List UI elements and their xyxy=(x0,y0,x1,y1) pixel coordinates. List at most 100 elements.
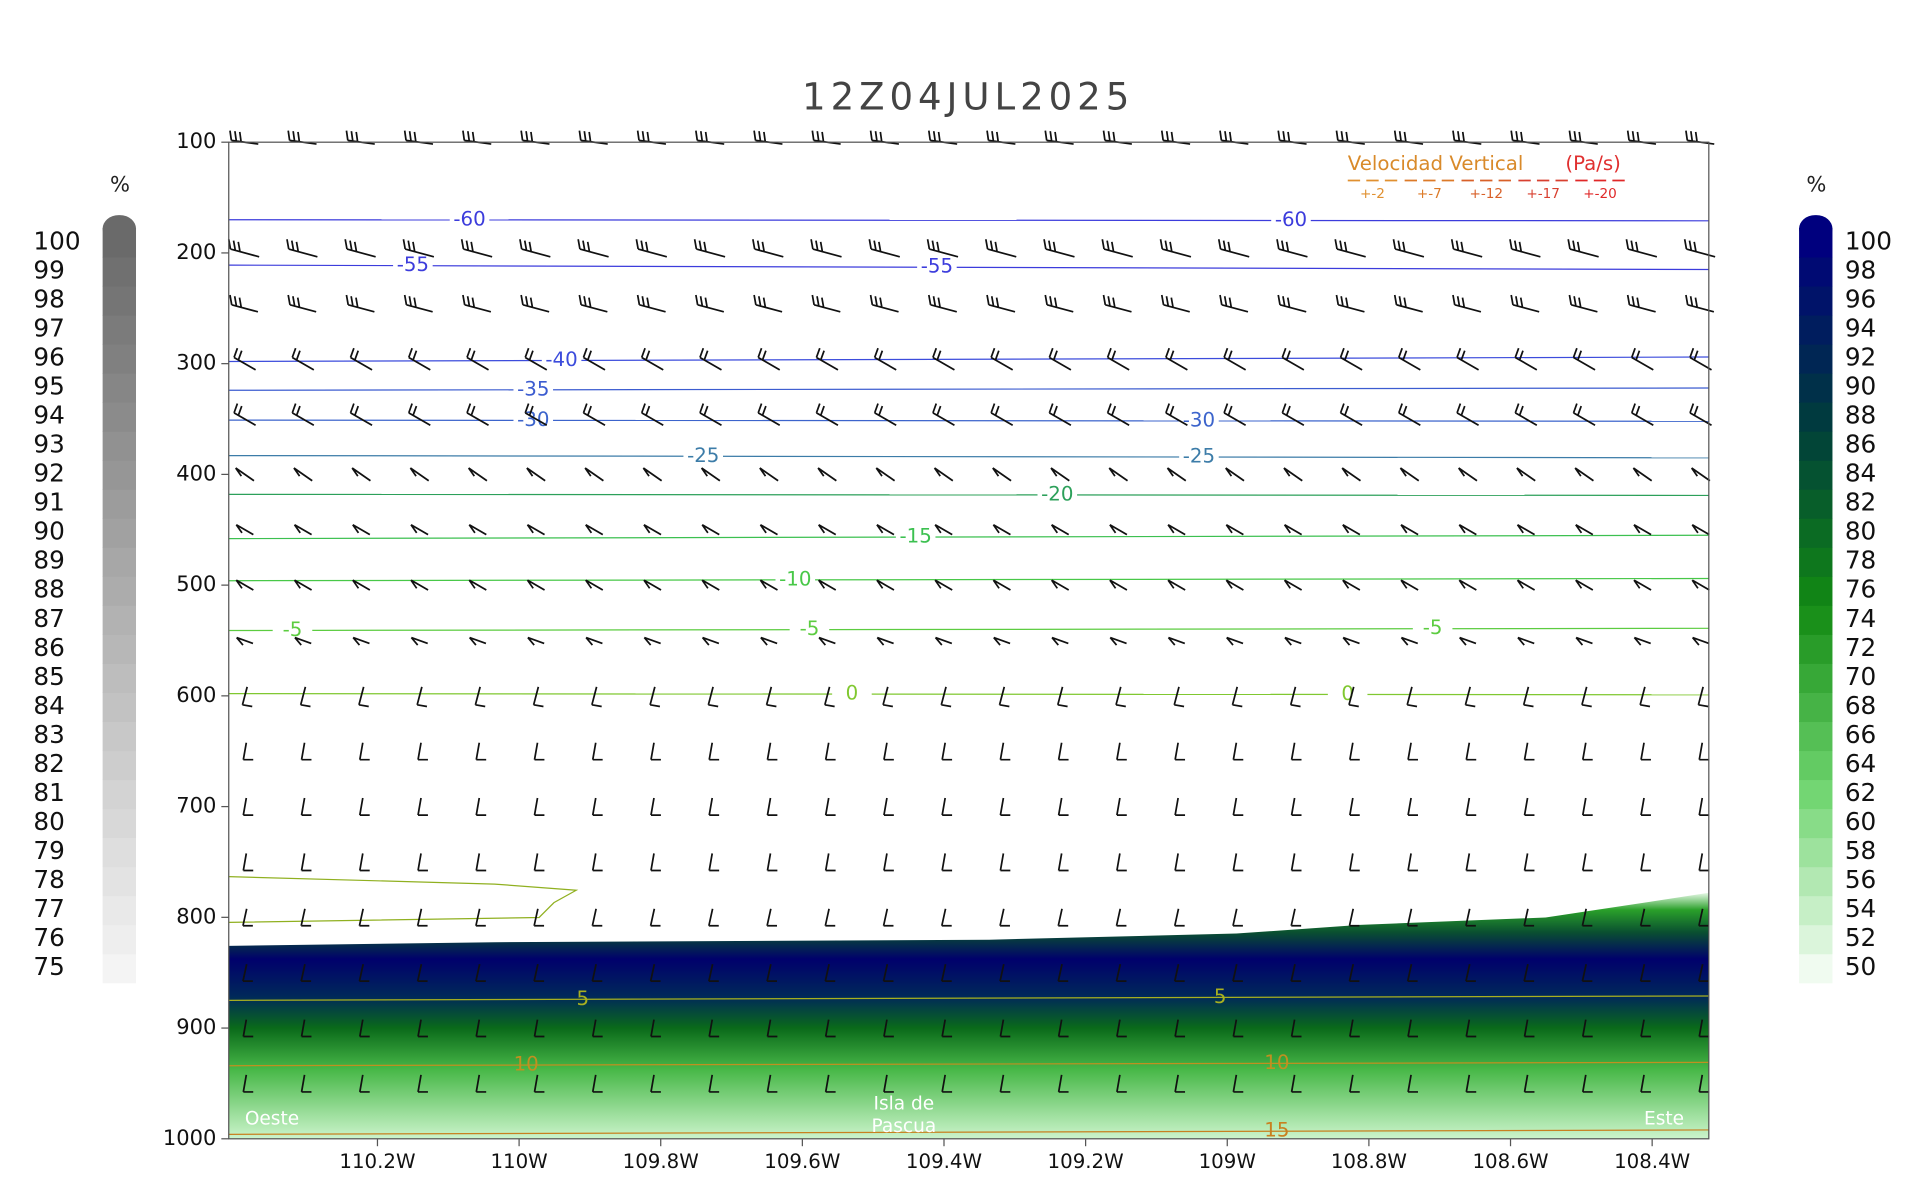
x-tick-label: 109.8W xyxy=(623,1150,699,1173)
contour-label: -25 xyxy=(1183,445,1215,468)
contour-label: -35 xyxy=(517,377,549,400)
colorbar-segment xyxy=(1799,663,1833,693)
legend-title: Velocidad Vertical xyxy=(1348,152,1524,175)
wind-barb xyxy=(1698,1074,1710,1093)
wind-barb xyxy=(1342,579,1361,591)
y-tick-label: 700 xyxy=(176,793,216,818)
wind-barb xyxy=(1581,1074,1593,1093)
colorbar-tick-label: 100 xyxy=(33,226,80,255)
wind-barb xyxy=(1349,797,1360,816)
wind-barb xyxy=(358,797,370,816)
wind-barb xyxy=(1575,636,1593,646)
wind-barb xyxy=(817,579,837,591)
wind-barb xyxy=(700,467,721,482)
wind-barb xyxy=(815,347,839,371)
wind-barb xyxy=(410,579,429,591)
wind-barb xyxy=(1051,636,1069,646)
wind-barb xyxy=(591,964,603,983)
wind-barb xyxy=(643,579,662,591)
wind-barb xyxy=(1698,742,1710,761)
wind-barb xyxy=(695,294,725,313)
wind-barb xyxy=(349,347,373,371)
wind-barb xyxy=(1458,636,1477,646)
colorbar-segment xyxy=(102,518,137,548)
wind-barb xyxy=(1698,853,1710,872)
wind-barb xyxy=(642,467,663,482)
wind-barb xyxy=(941,797,953,816)
colorbar-segment xyxy=(1799,692,1833,723)
colorbar-segment xyxy=(102,924,137,955)
wind-barb xyxy=(1277,294,1307,313)
wind-barb xyxy=(1174,853,1186,872)
colorbar-segment xyxy=(1799,576,1833,606)
wind-barb xyxy=(1640,742,1651,761)
wind-barb xyxy=(1342,524,1361,536)
colorbar-tick-label: 84 xyxy=(33,691,64,720)
colorbar-tick-label: 96 xyxy=(33,342,64,371)
y-tick-label: 500 xyxy=(176,571,216,596)
wind-barb xyxy=(1226,636,1244,646)
wind-barb xyxy=(358,964,370,983)
colorbar-tick-label: 80 xyxy=(1845,517,1876,546)
wind-barbs xyxy=(227,130,1716,1093)
colorbar-tick-label: 54 xyxy=(1845,894,1876,923)
x-tick-label: 109W xyxy=(1199,1150,1256,1173)
wind-barb xyxy=(1044,294,1074,313)
wind-barb xyxy=(1406,964,1418,983)
wind-barb xyxy=(234,467,255,482)
colorbar-tick-label: 82 xyxy=(1845,488,1876,517)
annotation: Este xyxy=(1644,1109,1684,1130)
wind-barb xyxy=(1685,294,1715,313)
wind-barb xyxy=(1339,347,1363,371)
wind-barb xyxy=(1522,686,1534,708)
colorbar-tick-label: 64 xyxy=(1845,749,1876,778)
annotation: Oeste xyxy=(245,1109,299,1130)
wind-barb xyxy=(766,742,778,761)
contour-label: -30 xyxy=(1183,408,1215,431)
contour-label-gap xyxy=(917,258,957,276)
colorbar-segment xyxy=(102,634,137,664)
wind-barb xyxy=(766,797,778,816)
wind-barb xyxy=(1290,1074,1302,1093)
colorbar-segment xyxy=(1799,460,1833,490)
contour-label-gap xyxy=(683,447,724,465)
wind-barb xyxy=(875,467,896,482)
colorbar-tick-label: 93 xyxy=(33,430,64,459)
wind-barb xyxy=(1349,742,1360,761)
contour-line xyxy=(228,1061,1709,1067)
colorbar-tick-label: 72 xyxy=(1845,633,1876,662)
colorbar-segment xyxy=(102,227,137,258)
legend-label: +-20 xyxy=(1583,186,1617,202)
colorbar-tick-label: 60 xyxy=(1845,807,1876,836)
wind-barb xyxy=(402,239,435,258)
wind-barb xyxy=(1290,797,1302,816)
wind-barb xyxy=(1698,908,1709,927)
wind-barb xyxy=(815,403,839,426)
contour-label: 0 xyxy=(846,682,859,705)
wind-barb xyxy=(824,797,836,816)
colorbar-segment xyxy=(1799,489,1833,519)
wind-barb xyxy=(475,853,487,872)
wind-barb xyxy=(1523,1074,1535,1093)
colorbar-tick-label: 56 xyxy=(1845,865,1876,894)
wind-barb xyxy=(650,1019,661,1038)
wind-barb xyxy=(1398,347,1421,371)
wind-barb xyxy=(1050,467,1070,482)
wind-barb xyxy=(417,1074,428,1093)
wind-barb xyxy=(1173,908,1185,927)
wind-barb xyxy=(235,524,254,536)
wind-barb xyxy=(227,239,260,258)
wind-barb xyxy=(1167,579,1186,591)
wind-barb xyxy=(999,1074,1011,1093)
wind-barb xyxy=(810,239,842,258)
wind-barb xyxy=(640,347,664,371)
wind-barb xyxy=(1109,524,1128,536)
wind-barb xyxy=(701,579,720,591)
wind-barb xyxy=(883,853,894,872)
x-tick-label: 108.8W xyxy=(1331,1150,1407,1173)
wind-barb xyxy=(766,908,778,927)
wind-barb xyxy=(650,853,661,872)
wind-barb xyxy=(811,294,841,313)
wind-barb xyxy=(1523,797,1535,816)
wind-barb xyxy=(1517,636,1535,646)
